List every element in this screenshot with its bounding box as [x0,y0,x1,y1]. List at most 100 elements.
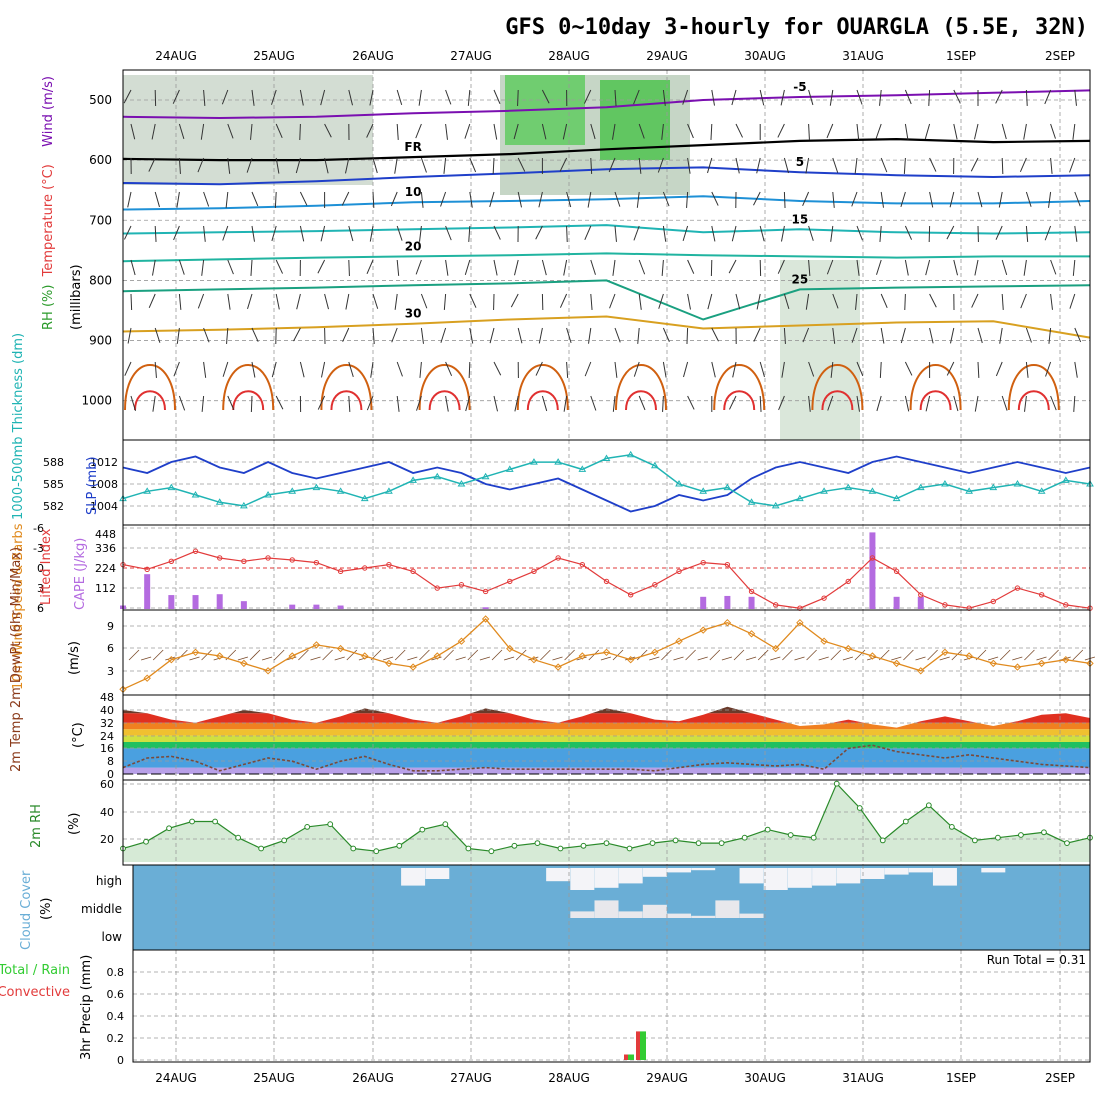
wind-barb [995,89,1003,104]
wind-barb [977,327,983,344]
rh-point [465,845,472,852]
wind-speed-point [578,652,587,660]
wind-barb [600,656,612,661]
wind-barb [970,157,979,172]
lifted-index-point [1014,585,1021,591]
surface-isotherm [821,390,854,411]
wind-barb [559,157,568,172]
rh-tick-label: 40 [100,806,114,819]
wind-barb [251,191,259,207]
wind-speed-point [264,667,272,675]
wind-barb [614,327,621,343]
rh-point [810,834,817,841]
wind-barb [322,649,333,661]
wind-barb [345,157,350,174]
wind-barb [1024,649,1035,661]
wind-barb [662,327,670,343]
thickness-point [747,498,756,505]
wind-barb [925,395,931,412]
lifted-index-tick-label: 3 [37,582,44,595]
wind-barb [273,649,285,661]
lifted-index-point [942,602,948,608]
wind-barb [324,123,332,138]
temp-band [123,706,1090,714]
wind-barb [687,259,695,274]
wind-barb [227,259,234,275]
wind-barb [203,361,207,378]
wind-barb [493,259,498,276]
slp-ylabel-text: SLP (mb) [85,456,100,515]
wind-barb [515,649,527,661]
wind-barb [682,89,689,105]
wind-barb [1048,191,1052,208]
wind-barb [995,361,1003,377]
wind-barb [348,395,351,412]
rh-tick-label: 60 [100,778,114,791]
wind-barb [977,361,980,378]
wind-barb [1024,395,1027,412]
wind-barb [880,293,888,309]
wind-barb [274,191,277,208]
wind-barb [227,293,231,310]
wind-barb [535,225,543,240]
wind-barb [830,225,834,242]
wind-barb [407,656,418,661]
wind-barb [176,191,180,208]
wind-barb [903,649,914,661]
wind-barb [929,293,937,308]
rh-point [948,824,955,830]
wind-barb [493,361,502,376]
wind-barb [735,157,740,174]
wind-speed-point [723,618,732,627]
thickness-line [122,454,1091,507]
wind-barb [130,293,133,310]
wind-barb [1023,259,1027,276]
wind-barb [637,327,640,344]
wind-barb [753,191,761,206]
wind-barb [154,327,161,343]
wind-barb [783,327,786,344]
wind-barb [391,327,398,343]
wind-barb [588,649,600,661]
wind-barb [661,649,672,661]
wind-tick-label: 6 [107,642,114,655]
rh-point [258,845,265,852]
wind-barb [348,89,353,106]
wind-barb [320,225,326,242]
wind-barb [296,293,301,310]
precip-legend-convective: Convective [0,985,70,1000]
lifted-index-point [918,592,924,598]
wind-barb [1074,89,1077,106]
wind-barb [203,89,206,106]
wind-barb [826,123,834,139]
high-cloud-bar [546,868,571,882]
wind-barb [1045,361,1052,377]
wind-barb [320,89,326,106]
wind-barb [756,293,761,310]
thickness-point [1013,480,1022,487]
wind-barb [369,89,374,106]
wind-barb [904,361,913,376]
wind-barb [1069,157,1076,173]
wind-barb [856,89,863,105]
thickness-point [1037,487,1046,494]
wind-barb [731,89,737,106]
wind-speed-point [191,648,200,657]
cape-bar [144,574,151,609]
cape-bar [893,596,900,609]
wind-barb [528,656,539,661]
high-cloud-bar [739,868,764,884]
wind-barb [370,361,374,378]
pressure-tick-label: 600 [89,153,112,167]
wind-ylabel: 10m Wind Speed & Barbs [11,523,26,690]
cape-bar [216,594,223,609]
wind-barb [468,361,471,378]
upper-air-units-label: (millibars) [69,264,84,330]
cape-bar [482,607,489,609]
thickness-point [215,498,224,505]
wind-barb [563,395,568,412]
wind-barb [832,293,839,309]
rh-point [212,818,218,825]
rh-units-label: (%) [67,813,82,836]
rh-point [557,845,564,852]
